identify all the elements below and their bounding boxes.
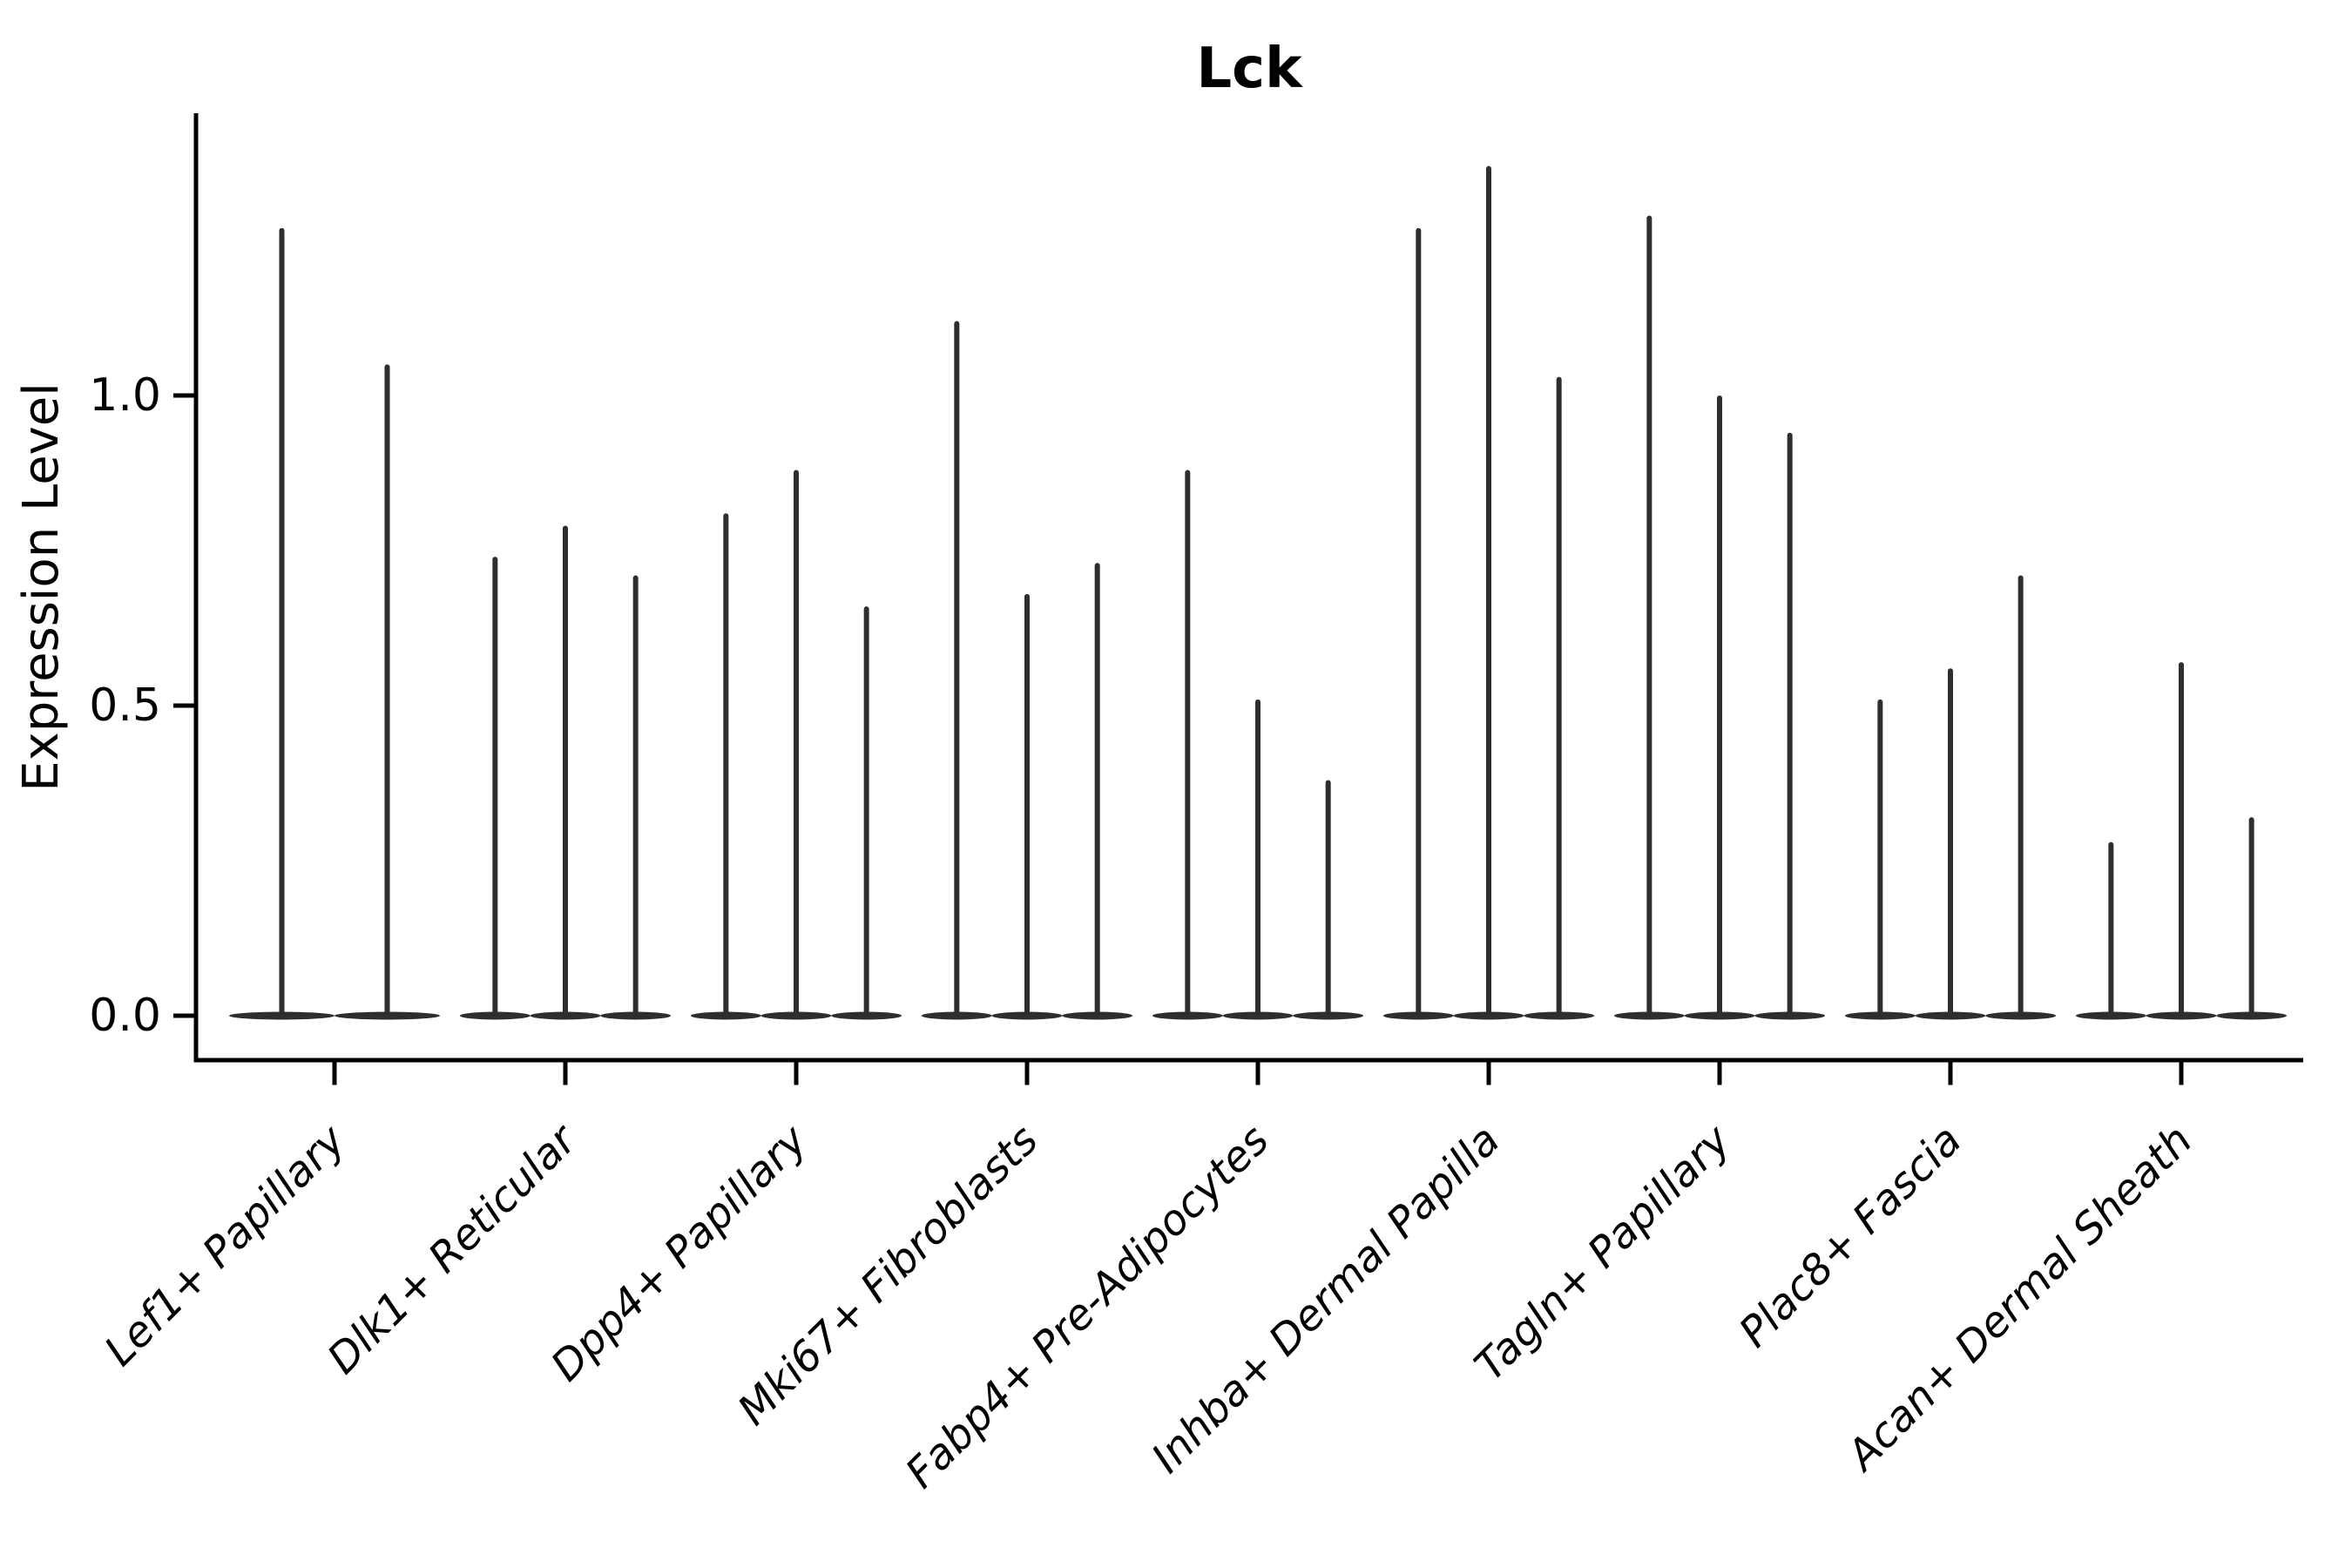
x-tick-label: Dpp4+ Papillary <box>542 1115 817 1390</box>
violin-spike <box>1787 432 1793 1020</box>
x-tick-label: Tagln+ Papillary <box>1465 1115 1740 1390</box>
violin-spike <box>1717 395 1722 1020</box>
violin-spike <box>492 557 498 1020</box>
violin-spike <box>1877 699 1883 1020</box>
x-tick-label: Dlk1+ Reticular <box>318 1114 588 1384</box>
violin-spike <box>954 321 960 1020</box>
violin-spike <box>384 364 390 1020</box>
x-tick-label: Plac8+ Fascia <box>1730 1116 1971 1357</box>
violin-spike <box>1556 376 1562 1020</box>
violin-spike <box>863 606 869 1020</box>
violin-spike <box>2179 662 2184 1020</box>
violin-spike <box>1948 668 1953 1020</box>
violin-spike <box>1094 563 1100 1020</box>
violin-spike <box>794 470 799 1020</box>
violin-spike <box>632 575 639 1020</box>
violin-spike <box>1024 593 1030 1020</box>
violin-spike <box>723 513 729 1020</box>
x-tick-label: Fabp4+ Pre-Adipocytes <box>896 1116 1279 1498</box>
chart-title: Lck <box>1196 37 1303 101</box>
violin-spike <box>1325 780 1331 1020</box>
y-tick-label: 0.5 <box>89 679 161 732</box>
violin-spike <box>1255 699 1260 1020</box>
y-tick-label: 1.0 <box>89 369 161 422</box>
violin-spike <box>2017 575 2024 1020</box>
violin-spike <box>563 525 568 1020</box>
y-tick-label: 0.0 <box>89 990 161 1042</box>
violin-spike <box>1646 215 1652 1020</box>
y-axis-label: Expression Level <box>13 382 70 792</box>
violin-spike <box>2108 841 2114 1020</box>
violin-spike <box>2248 817 2254 1020</box>
violin-spike <box>279 227 285 1020</box>
violin-spike <box>1185 470 1191 1020</box>
violin-spike <box>1416 227 1422 1020</box>
x-tick-label: Lef1+ Papillary <box>95 1115 355 1375</box>
violin-spike <box>1486 166 1491 1020</box>
